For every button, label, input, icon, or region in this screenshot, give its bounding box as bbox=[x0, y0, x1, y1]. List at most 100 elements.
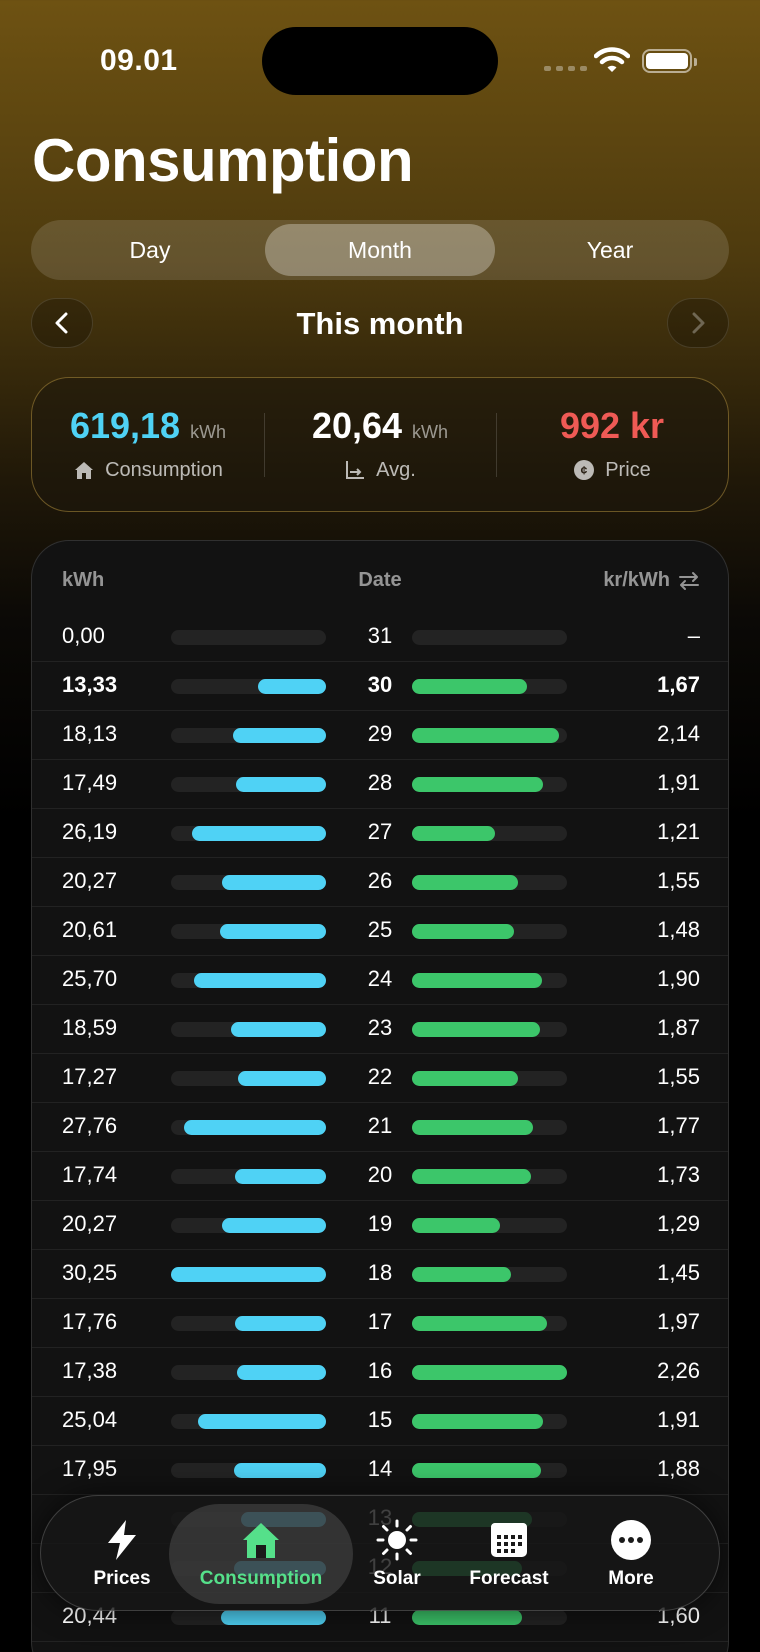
price-bar-track bbox=[412, 728, 567, 743]
price-bar-track bbox=[412, 1414, 567, 1429]
row-date: 30 bbox=[367, 672, 393, 697]
table-row[interactable]: 17,76 17 1,97 bbox=[32, 1299, 728, 1348]
stat-consumption: 619,18 kWh Consumption bbox=[32, 405, 264, 485]
consumption-number: 619,18 bbox=[69, 404, 181, 446]
bolt-icon bbox=[108, 1520, 136, 1560]
tab-forecast[interactable]: Forecast bbox=[449, 1504, 569, 1604]
row-price: 1,45 bbox=[657, 1260, 700, 1285]
price-bar-track bbox=[412, 875, 567, 890]
next-period-button[interactable] bbox=[667, 298, 729, 348]
period-label: This month bbox=[296, 306, 464, 341]
table-row[interactable]: 13,33 30 1,67 bbox=[32, 662, 728, 711]
consumption-bar-track bbox=[171, 728, 326, 743]
period-navigation: This month bbox=[31, 298, 729, 348]
table-row[interactable]: 18,59 23 1,87 bbox=[32, 1005, 728, 1054]
dynamic-island bbox=[262, 27, 498, 95]
consumption-bar bbox=[198, 1414, 326, 1429]
consumption-bar bbox=[231, 1022, 326, 1037]
table-row[interactable]: 18,13 29 2,14 bbox=[32, 711, 728, 760]
price-bar bbox=[412, 1120, 533, 1135]
tab-prices[interactable]: Prices bbox=[67, 1504, 177, 1604]
home-icon bbox=[243, 1523, 279, 1558]
table-row[interactable]: 25,04 15 1,91 bbox=[32, 1397, 728, 1446]
price-bar-track bbox=[412, 1022, 567, 1037]
table-row[interactable]: 17,74 20 1,73 bbox=[32, 1152, 728, 1201]
tab-consumption-label: Consumption bbox=[199, 1568, 323, 1589]
consumption-bar-track bbox=[171, 1169, 326, 1184]
consumption-bar bbox=[235, 1316, 326, 1331]
table-rows: 0,00 31 – 13,33 30 1,67 18,13 29 2,14 17,49 28 1,91… bbox=[32, 613, 728, 1642]
tab-more[interactable]: More bbox=[581, 1504, 681, 1604]
consumption-bar bbox=[220, 924, 326, 939]
consumption-bar-track bbox=[171, 777, 326, 792]
table-row[interactable]: 17,38 16 2,26 bbox=[32, 1348, 728, 1397]
consumption-bar-track bbox=[171, 1071, 326, 1086]
average-label-row: Avg. bbox=[264, 459, 496, 482]
table-row[interactable]: 30,25 18 1,45 bbox=[32, 1250, 728, 1299]
table-row[interactable]: 26,19 27 1,21 bbox=[32, 809, 728, 858]
consumption-bar-track bbox=[171, 1267, 326, 1282]
price-bar bbox=[412, 1365, 567, 1380]
price-bar-track bbox=[412, 826, 567, 841]
average-value: 20,64 kWh bbox=[264, 405, 496, 447]
consumption-bar-track bbox=[171, 1463, 326, 1478]
coin-icon: ¢ bbox=[574, 460, 595, 480]
tab-solar[interactable]: Solar bbox=[347, 1504, 447, 1604]
sun-icon bbox=[376, 1519, 418, 1561]
price-bar-track bbox=[412, 1316, 567, 1331]
price-bar-track bbox=[412, 679, 567, 694]
table-row[interactable]: 25,70 24 1,90 bbox=[32, 956, 728, 1005]
table-row[interactable]: 27,76 21 1,77 bbox=[32, 1103, 728, 1152]
calendar-icon bbox=[491, 1523, 527, 1557]
segment-day[interactable]: Day bbox=[129, 236, 171, 263]
table-row[interactable]: 17,95 14 1,88 bbox=[32, 1446, 728, 1495]
row-kwh: 17,76 bbox=[62, 1309, 118, 1334]
row-kwh: 25,04 bbox=[62, 1407, 118, 1432]
consumption-bar bbox=[184, 1120, 326, 1135]
segment-year[interactable]: Year bbox=[586, 236, 634, 263]
table-row[interactable]: 20,44 11 1,60 bbox=[32, 1593, 728, 1642]
consumption-bar bbox=[221, 1610, 326, 1625]
tab-bar: Prices Consumption Solar Forecast More bbox=[40, 1495, 720, 1611]
period-segmented-control: Day Month Year bbox=[31, 220, 729, 280]
row-date: 24 bbox=[367, 966, 393, 991]
price-bar-track bbox=[412, 1120, 567, 1135]
consumption-bar bbox=[258, 679, 326, 694]
consumption-bar bbox=[238, 1071, 326, 1086]
row-kwh: 17,27 bbox=[62, 1064, 118, 1089]
row-price: 1,29 bbox=[657, 1211, 700, 1236]
row-kwh: 0,00 bbox=[62, 623, 105, 648]
average-label: Avg. bbox=[376, 458, 416, 481]
table-row[interactable]: 0,00 31 – bbox=[32, 613, 728, 662]
header-price-label: kr/kWh bbox=[603, 569, 670, 591]
tab-consumption[interactable]: Consumption bbox=[169, 1504, 353, 1604]
consumption-bar-track bbox=[171, 1218, 326, 1233]
row-price: 1,67 bbox=[657, 672, 700, 697]
table-row[interactable]: 20,27 26 1,55 bbox=[32, 858, 728, 907]
tab-more-label: More bbox=[608, 1568, 654, 1589]
row-price: 1,91 bbox=[657, 770, 700, 795]
stat-average: 20,64 kWh Avg. bbox=[264, 405, 496, 485]
table-row[interactable]: 20,61 25 1,48 bbox=[32, 907, 728, 956]
price-bar bbox=[412, 777, 543, 792]
row-kwh: 27,76 bbox=[62, 1113, 118, 1138]
consumption-bar bbox=[236, 777, 326, 792]
tab-forecast-label: Forecast bbox=[469, 1568, 549, 1589]
row-price: 1,87 bbox=[657, 1015, 700, 1040]
consumption-bar-track bbox=[171, 1120, 326, 1135]
table-row[interactable]: 20,27 19 1,29 bbox=[32, 1201, 728, 1250]
table-row[interactable]: 17,27 22 1,55 bbox=[32, 1054, 728, 1103]
segment-month[interactable]: Month bbox=[265, 224, 495, 276]
row-kwh: 26,19 bbox=[62, 819, 118, 844]
header-price[interactable]: kr/kWh bbox=[603, 569, 700, 592]
page-title: Consumption bbox=[32, 127, 414, 194]
swap-arrows-icon[interactable] bbox=[678, 571, 700, 591]
row-price: 1,55 bbox=[657, 1064, 700, 1089]
table-row[interactable]: 17,49 28 1,91 bbox=[32, 760, 728, 809]
row-kwh: 18,13 bbox=[62, 721, 118, 746]
previous-period-button[interactable] bbox=[31, 298, 93, 348]
row-date: 27 bbox=[367, 819, 393, 844]
row-price: 1,90 bbox=[657, 966, 700, 991]
price-bar bbox=[412, 1022, 540, 1037]
price-bar bbox=[412, 875, 518, 890]
